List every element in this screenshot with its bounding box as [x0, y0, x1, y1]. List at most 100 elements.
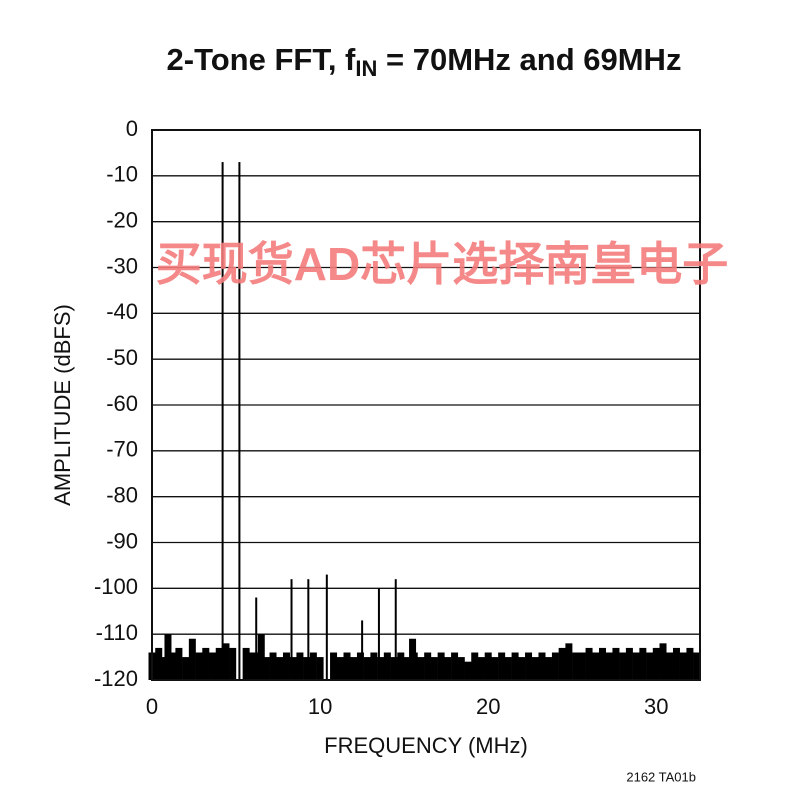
spectrum-bin [262, 657, 270, 680]
spectrum-bin [625, 647, 633, 680]
spectrum-bin [599, 647, 607, 680]
spectrum-bin [558, 647, 566, 680]
spectrum-bin [430, 657, 438, 680]
spectrum-bin [195, 652, 203, 680]
spectrum-bin [545, 657, 553, 680]
spectrum-bin [672, 647, 680, 680]
spectrum-bin [612, 647, 620, 680]
spectrum-bin [394, 579, 397, 680]
spectrum-bin [325, 574, 328, 680]
y-tick-label: 0 [126, 116, 138, 141]
x-tick-label: 30 [644, 694, 668, 719]
spectrum-bin [383, 652, 391, 680]
spectrum-bin [238, 162, 241, 681]
spectrum-bin [377, 588, 380, 680]
y-tick-label: -90 [106, 528, 138, 553]
plot-frame [151, 129, 701, 681]
spectrum-bin [168, 652, 176, 680]
spectrum-bin [464, 661, 472, 680]
spectrum-bin [504, 657, 512, 680]
x-tick-label: 10 [308, 694, 332, 719]
spectrum-bin [531, 657, 539, 680]
spectrum-bin [164, 634, 172, 680]
spectrum-bin [350, 657, 358, 680]
spectrum-bin [202, 647, 210, 680]
y-tick-label: -70 [106, 437, 138, 462]
spectrum-bin [666, 652, 674, 680]
footnote: 2162 TA01b [626, 769, 696, 784]
spectrum-bin [632, 652, 640, 680]
spectrum-bin [477, 657, 485, 680]
spectrum-bin [679, 652, 687, 680]
spectrum-bin [155, 647, 163, 680]
spectrum-bin [572, 652, 580, 680]
spectrum-bin [249, 652, 257, 680]
spectrum-bin [646, 652, 654, 680]
spectrum-bin [282, 652, 290, 680]
spectrum-bin [417, 657, 425, 680]
y-tick-label: -80 [106, 482, 138, 507]
spectrum-bin [525, 652, 533, 680]
spectrum-bin [484, 652, 492, 680]
y-axis-label: AMPLITUDE (dBFS) [50, 304, 75, 506]
spectrum-bin [437, 652, 445, 680]
spectrum-bin [377, 657, 385, 680]
spectrum-bin [457, 657, 465, 680]
spectrum-bin [498, 652, 506, 680]
spectrum-bin [538, 652, 546, 680]
spectrum-bin [659, 643, 667, 680]
spectrum-bin [693, 652, 701, 680]
title-part: = 70MHz and 69MHz [377, 42, 681, 77]
plot-area [148, 129, 701, 681]
y-tick-label: -20 [106, 207, 138, 232]
spectrum-bin [639, 647, 647, 680]
spectrum-bin [565, 643, 573, 680]
spectrum-bin [605, 652, 613, 680]
spectrum-bin [255, 597, 258, 680]
spectrum-bin [343, 652, 351, 680]
x-axis-label: FREQUENCY (MHz) [324, 733, 528, 758]
spectrum-bin [471, 652, 479, 680]
spectrum-bin [370, 652, 378, 680]
spectrum-bin [309, 652, 317, 680]
title-subscript: IN [355, 56, 377, 81]
spectrum-bin [215, 647, 223, 680]
y-tick-label: -10 [106, 162, 138, 187]
spectrum-bin [410, 652, 418, 680]
spectrum-bin [361, 620, 364, 680]
spectrum-bin [222, 643, 230, 680]
spectrum-bin [491, 657, 499, 680]
spectrum-bin [336, 657, 344, 680]
spectrum-bin [257, 634, 265, 680]
spectrum-bin [619, 652, 627, 680]
spectrum-bin [592, 652, 600, 680]
y-tick-label: -30 [106, 253, 138, 278]
spectrum-bin [307, 579, 310, 680]
spectrum-bin [221, 162, 224, 681]
spectrum-bin [269, 652, 277, 680]
y-tick-label: -120 [94, 666, 138, 691]
spectrum-bin [356, 652, 364, 680]
spectrum-bin [578, 652, 586, 680]
y-tick-label: -50 [106, 345, 138, 370]
x-tick-label: 20 [476, 694, 500, 719]
spectrum-bin [518, 657, 526, 680]
spectrum-bin [316, 657, 324, 680]
spectrum-bin [652, 647, 660, 680]
spectrum-bin [686, 647, 694, 680]
spectrum-bin [209, 652, 217, 680]
spectrum-bin [451, 652, 459, 680]
spectrum-bin [182, 657, 190, 680]
watermark: 买现货AD芯片选择南皇电子 [156, 238, 728, 290]
spectrum-bin [175, 647, 183, 680]
spectrum-bin [290, 579, 293, 680]
chart-title: 2-Tone FFT, fIN = 70MHz and 69MHz [167, 42, 682, 81]
spectrum-bin [511, 652, 519, 680]
spectrum-bin [551, 652, 559, 680]
y-tick-label: -40 [106, 299, 138, 324]
spectrum-bin [188, 638, 196, 680]
spectrum-bin [242, 647, 250, 680]
spectrum-bin [444, 657, 452, 680]
spectrum-bin [289, 657, 297, 680]
